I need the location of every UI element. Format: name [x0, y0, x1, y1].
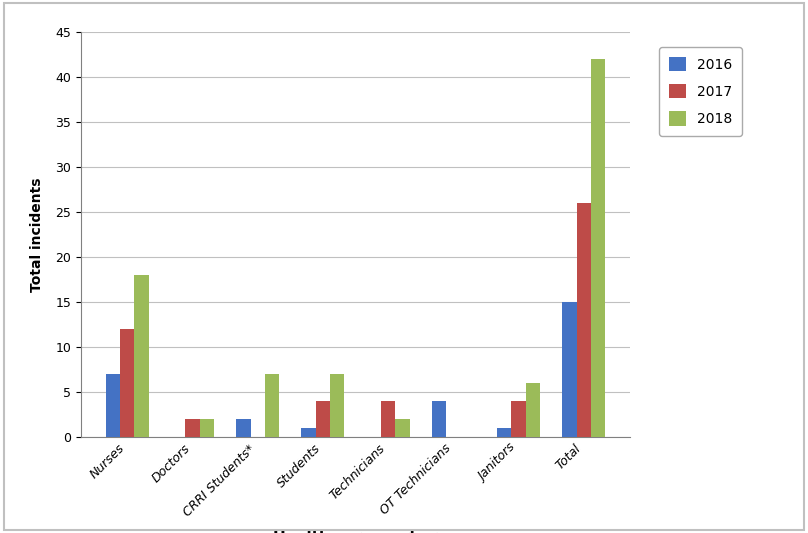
Bar [185, 419, 200, 437]
Bar [120, 329, 134, 437]
Bar [497, 428, 511, 437]
Y-axis label: Total incidents: Total incidents [30, 177, 44, 292]
Bar [395, 419, 410, 437]
Bar [577, 203, 591, 437]
Bar [330, 374, 344, 437]
Bar [200, 419, 214, 437]
Bar [106, 374, 120, 437]
Bar [316, 401, 330, 437]
X-axis label: Health care worker: Health care worker [273, 530, 438, 533]
Bar [591, 59, 605, 437]
Bar [562, 302, 577, 437]
Bar [381, 401, 395, 437]
Bar [265, 374, 280, 437]
Bar [526, 383, 540, 437]
Bar [431, 401, 446, 437]
Bar [301, 428, 316, 437]
Legend: 2016, 2017, 2018: 2016, 2017, 2018 [659, 47, 742, 136]
Bar [236, 419, 250, 437]
Bar [511, 401, 526, 437]
Bar [134, 275, 149, 437]
